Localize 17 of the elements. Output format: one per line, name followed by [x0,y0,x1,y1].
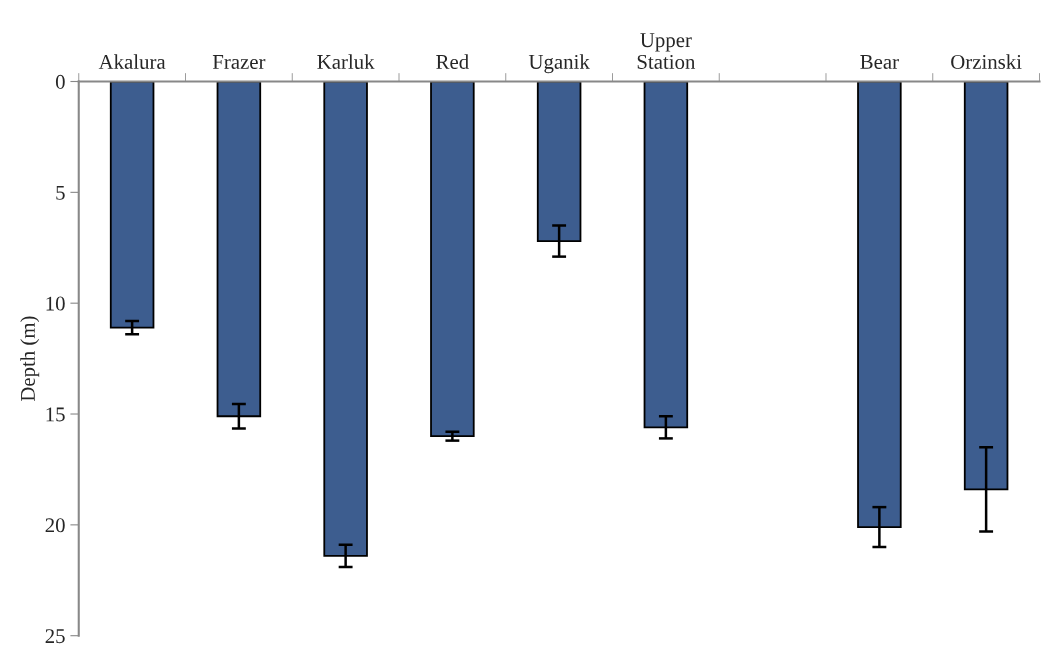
x-tick-label: Orzinski [951,54,1022,69]
y-tick-label: 25 [45,629,65,644]
bar [109,81,155,329]
x-tick-label: Upper Station [637,33,696,69]
y-tick-label: 10 [46,296,65,311]
x-tick-label: Frazer [212,55,266,69]
y-tick-label: 5 [56,185,65,200]
bar [430,81,475,438]
x-tick-label: Uganik [528,54,590,74]
x-tick-label: Bear [860,55,899,69]
y-axis-title: Depth (m) [20,316,40,402]
x-tick-label: Karluk [317,54,375,69]
x-tick-label: Red [436,54,469,69]
x-tick-label: Akalura [98,54,166,69]
y-tick-label: 15 [46,407,65,422]
y-tick-label: 0 [55,74,65,89]
y-tick-label: 20 [45,518,65,533]
